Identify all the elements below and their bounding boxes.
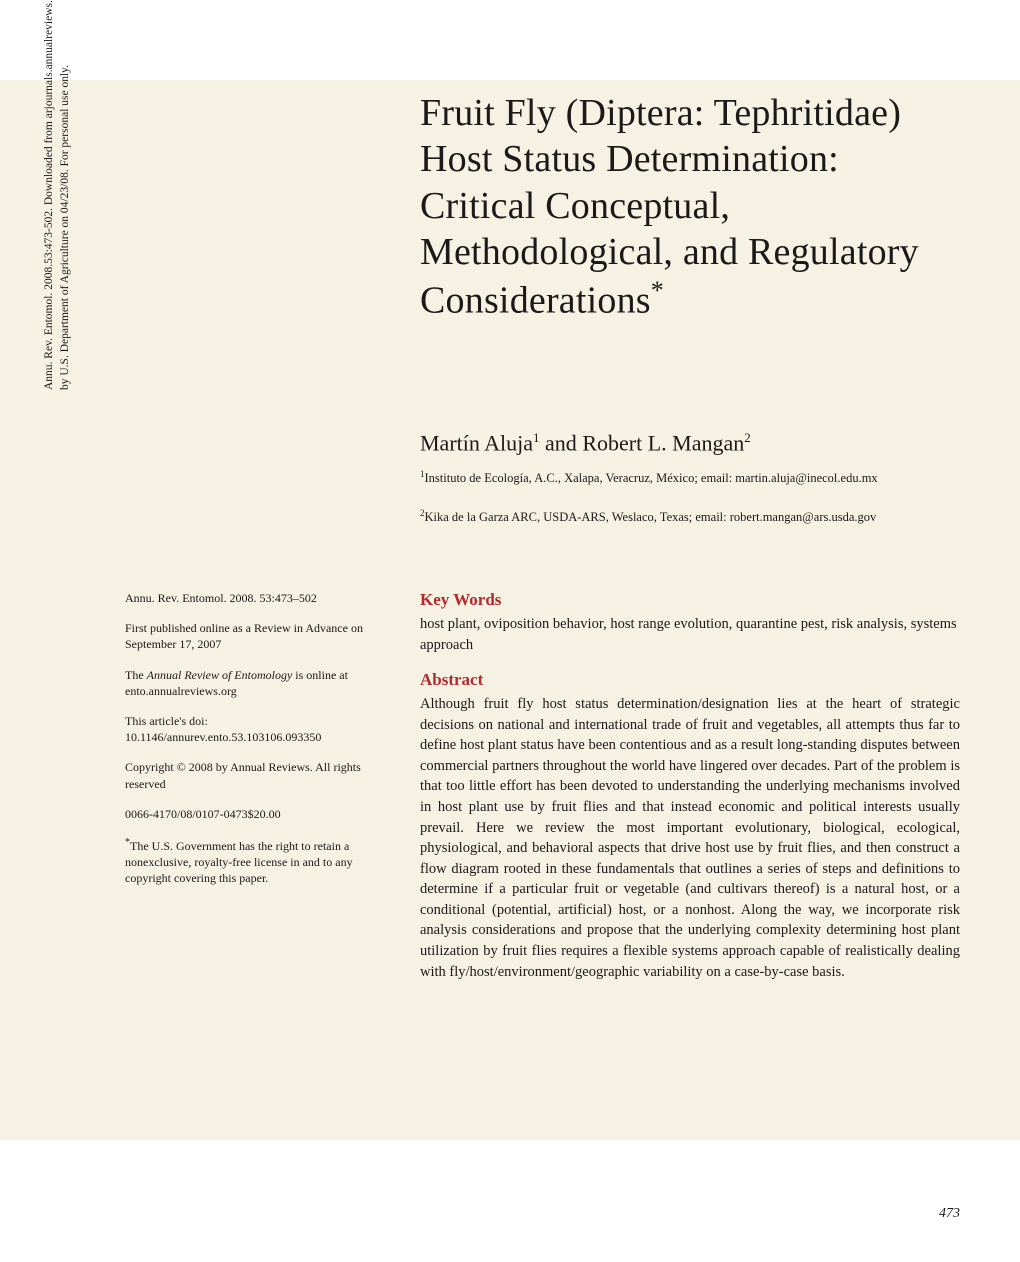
gov-note-block: *The U.S. Government has the right to re… (125, 836, 395, 887)
author-1-name: Martín Aluja (420, 430, 533, 455)
author-2-name: Robert L. Mangan (582, 430, 744, 455)
left-metadata-column: Annu. Rev. Entomol. 2008. 53:473–502 Fir… (125, 590, 395, 900)
download-sidenote: Annu. Rev. Entomol. 2008.53:473-502. Dow… (42, 0, 73, 390)
doi-label: This article's doi: (125, 714, 208, 728)
author-line: Martín Aluja1 and Robert L. Mangan2 (420, 430, 960, 456)
keywords-heading: Key Words (420, 590, 960, 610)
sidenote-line-2: by U.S. Department of Agriculture on 04/… (58, 0, 74, 390)
journal-online-prefix: The (125, 668, 147, 682)
right-column: Key Words host plant, oviposition behavi… (420, 590, 960, 982)
title-footnote-marker: * (651, 276, 664, 305)
affiliation-1-text: Instituto de Ecología, A.C., Xalapa, Ver… (425, 471, 878, 485)
abstract-text: Although fruit fly host status determina… (420, 694, 960, 982)
gov-note-text: The U.S. Government has the right to ret… (125, 839, 353, 885)
copyright-line: Copyright © 2008 by Annual Reviews. All … (125, 759, 395, 791)
affiliation-2: 2Kika de la Garza ARC, USDA-ARS, Weslaco… (420, 507, 960, 526)
doi-value: 10.1146/annurev.ento.53.103106.093350 (125, 730, 321, 744)
author-connector: and (540, 430, 583, 455)
first-published-line: First published online as a Review in Ad… (125, 620, 395, 652)
keywords-text: host plant, oviposition behavior, host r… (420, 614, 960, 656)
journal-online-line: The Annual Review of Entomology is onlin… (125, 667, 395, 699)
issn-line: 0066-4170/08/0107-0473$20.00 (125, 806, 395, 822)
abstract-heading: Abstract (420, 670, 960, 690)
article-title: Fruit Fly (Diptera: Tephritidae) Host St… (420, 90, 960, 324)
journal-online-title: Annual Review of Entomology (147, 668, 293, 682)
doi-block: This article's doi: 10.1146/annurev.ento… (125, 713, 395, 745)
affiliation-2-text: Kika de la Garza ARC, USDA-ARS, Weslaco,… (425, 510, 877, 524)
author-2-sup: 2 (744, 430, 751, 445)
affiliation-1: 1Instituto de Ecología, A.C., Xalapa, Ve… (420, 468, 960, 487)
page-root: Annu. Rev. Entomol. 2008.53:473-502. Dow… (0, 0, 1020, 1262)
page-number: 473 (939, 1206, 960, 1222)
article-title-text: Fruit Fly (Diptera: Tephritidae) Host St… (420, 92, 919, 322)
sidenote-line-1: Annu. Rev. Entomol. 2008.53:473-502. Dow… (43, 0, 55, 390)
citation-line: Annu. Rev. Entomol. 2008. 53:473–502 (125, 590, 395, 606)
